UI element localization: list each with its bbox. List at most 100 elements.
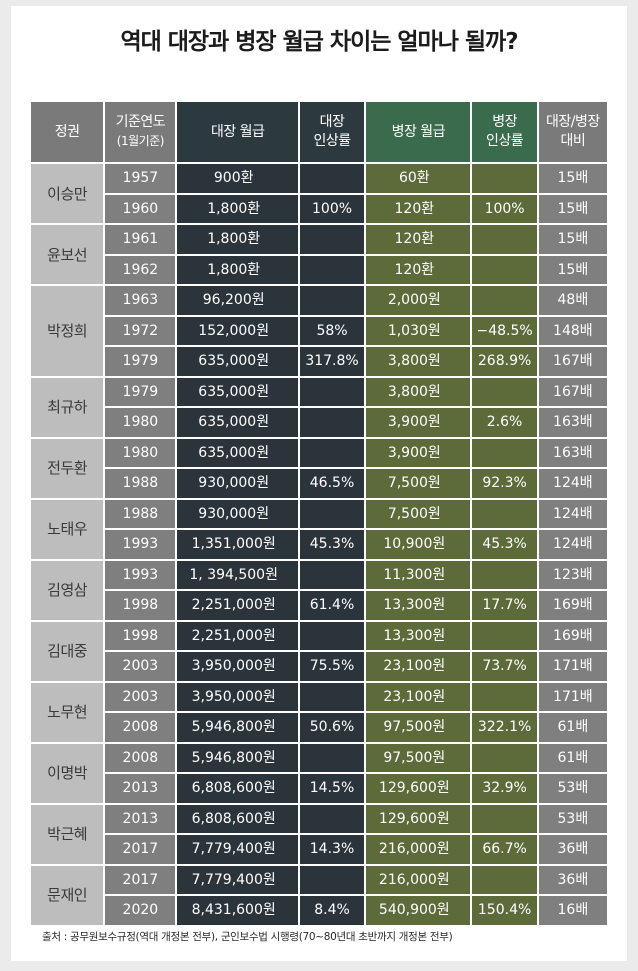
general-salary-cell: 1,800환 <box>177 255 298 284</box>
ratio-cell: 171배 <box>538 682 607 711</box>
private-salary-cell: 120환 <box>366 225 471 254</box>
regime-cell: 전두환 <box>31 438 104 498</box>
year-cell: 1962 <box>105 255 176 284</box>
ratio-cell: 148배 <box>538 316 607 345</box>
year-cell: 1979 <box>105 347 176 376</box>
year-cell: 1957 <box>105 164 176 193</box>
ratio-cell: 53배 <box>538 804 607 833</box>
private-rate-cell: 92.3% <box>472 469 537 498</box>
header-general-salary: 대장 월급 <box>177 102 298 162</box>
general-rate-cell <box>299 560 365 589</box>
table-row: 최규하 1979 635,000원 3,800원 167배 <box>31 377 607 437</box>
private-salary-cell: 10,900원 <box>366 530 471 559</box>
regime-cell: 최규하 <box>31 377 104 437</box>
private-rate-cell: 322.1% <box>472 713 537 742</box>
table-row: 전두환 1980 635,000원 3,900원 163배 <box>31 438 607 498</box>
table-row: 노태우 1988 930,000원 7,500원 124배 <box>31 499 607 559</box>
ratio-cell: 124배 <box>538 469 607 498</box>
private-rate-cell: 73.7% <box>472 652 537 681</box>
year-cell: 2017 <box>105 835 176 864</box>
private-rate-cell <box>472 377 537 406</box>
private-salary-cell: 120환 <box>366 255 471 284</box>
private-rate-cell <box>472 225 537 254</box>
ratio-cell: 124배 <box>538 499 607 528</box>
private-rate-cell <box>472 499 537 528</box>
general-salary-cell: 7,779,400원 <box>177 865 298 894</box>
general-rate-cell: 46.5% <box>299 469 365 498</box>
ratio-cell: 61배 <box>538 743 607 772</box>
table-row: 1998 2,251,000원 61.4% 13,300원 17.7% 169배 <box>31 591 607 620</box>
table-row: 1988 930,000원 46.5% 7,500원 92.3% 124배 <box>31 469 607 498</box>
general-rate-cell: 14.3% <box>299 835 365 864</box>
table-header-row: 정권 기준연도 (1월기준) 대장 월급 대장 인상률 병장 월급 병장 인상률 대장… <box>31 102 607 162</box>
private-rate-cell <box>472 804 537 833</box>
header-general-rate: 대장 인상률 <box>299 102 365 162</box>
ratio-cell: 53배 <box>538 774 607 803</box>
year-cell: 2013 <box>105 774 176 803</box>
private-salary-cell: 216,000원 <box>366 835 471 864</box>
private-salary-cell: 3,900원 <box>366 438 471 467</box>
regime-cell: 김영삼 <box>31 560 104 620</box>
general-salary-cell: 1,800환 <box>177 225 298 254</box>
table-row: 김대중 1998 2,251,000원 13,300원 169배 <box>31 621 607 681</box>
year-cell: 1993 <box>105 530 176 559</box>
year-cell: 1993 <box>105 560 176 589</box>
table-row: 윤보선 1961 1,800환 120환 15배 <box>31 225 607 284</box>
private-rate-cell: 2.6% <box>472 408 537 437</box>
table-row: 김영삼 1993 1, 394,500원 11,300원 123배 <box>31 560 607 620</box>
general-rate-cell: 58% <box>299 316 365 345</box>
private-salary-cell: 23,100원 <box>366 652 471 681</box>
private-salary-cell: 540,900원 <box>366 896 471 925</box>
general-salary-cell: 900환 <box>177 164 298 193</box>
general-rate-cell <box>299 377 365 406</box>
general-rate-cell <box>299 164 365 193</box>
private-rate-cell: −48.5% <box>472 316 537 345</box>
year-cell: 1988 <box>105 499 176 528</box>
general-salary-cell: 7,779,400원 <box>177 835 298 864</box>
private-salary-cell: 13,300원 <box>366 591 471 620</box>
ratio-cell: 171배 <box>538 652 607 681</box>
regime-cell: 김대중 <box>31 621 104 681</box>
general-salary-cell: 152,000원 <box>177 316 298 345</box>
ratio-cell: 36배 <box>538 865 607 894</box>
general-salary-cell: 3,950,000원 <box>177 652 298 681</box>
year-cell: 1980 <box>105 438 176 467</box>
year-cell: 2008 <box>105 713 176 742</box>
ratio-cell: 36배 <box>538 835 607 864</box>
general-rate-cell: 75.5% <box>299 652 365 681</box>
private-salary-cell: 3,800원 <box>366 377 471 406</box>
general-salary-cell: 2,251,000원 <box>177 591 298 620</box>
ratio-cell: 15배 <box>538 164 607 193</box>
private-salary-cell: 7,500원 <box>366 499 471 528</box>
private-rate-cell: 150.4% <box>472 896 537 925</box>
ratio-cell: 16배 <box>538 896 607 925</box>
ratio-cell: 163배 <box>538 438 607 467</box>
general-salary-cell: 5,946,800원 <box>177 743 298 772</box>
regime-cell: 윤보선 <box>31 225 104 284</box>
year-cell: 1972 <box>105 316 176 345</box>
general-rate-cell <box>299 286 365 315</box>
table-row: 2020 8,431,600원 8.4% 540,900원 150.4% 16배 <box>31 896 607 925</box>
general-salary-cell: 930,000원 <box>177 469 298 498</box>
general-rate-cell <box>299 621 365 650</box>
general-rate-cell <box>299 438 365 467</box>
year-cell: 2003 <box>105 652 176 681</box>
general-rate-cell: 100% <box>299 194 365 223</box>
general-salary-cell: 8,431,600원 <box>177 896 298 925</box>
year-cell: 2017 <box>105 865 176 894</box>
ratio-cell: 48배 <box>538 286 607 315</box>
year-cell: 1963 <box>105 286 176 315</box>
private-rate-cell <box>472 255 537 284</box>
header-ratio: 대장/병장 대비 <box>538 102 607 162</box>
table-row: 1960 1,800환 100% 120환 100% 15배 <box>31 194 607 223</box>
general-rate-cell: 61.4% <box>299 591 365 620</box>
ratio-cell: 169배 <box>538 591 607 620</box>
table-body: 이승만 1957 900환 60환 15배 1960 1,800환 100% 120환 100% 1… <box>31 164 607 925</box>
general-rate-cell <box>299 804 365 833</box>
page-title: 역대 대장과 병장 월급 차이는 얼마나 될까? <box>120 29 518 55</box>
header-regime: 정권 <box>31 102 104 162</box>
ratio-cell: 15배 <box>538 225 607 254</box>
ratio-cell: 167배 <box>538 377 607 406</box>
table-row: 이승만 1957 900환 60환 15배 <box>31 164 607 223</box>
private-rate-cell <box>472 682 537 711</box>
